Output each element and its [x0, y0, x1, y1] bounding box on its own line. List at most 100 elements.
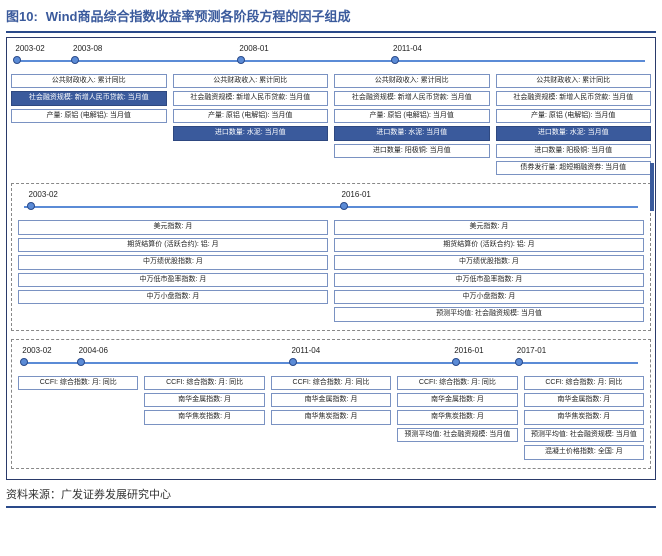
figure-title-row: 图10: Wind商品综合指数收益率预测各阶段方程的因子组成	[6, 6, 656, 25]
timeline-node	[289, 358, 297, 366]
factor-column: CCFI: 综合指数: 月: 同比南华金属指数: 月南华焦炭指数: 月预测平均值…	[397, 376, 517, 460]
factor-cell: 预测平均值: 社会融资规模: 当月值	[397, 428, 517, 442]
timeline-node	[452, 358, 460, 366]
factor-cell: 预测平均值: 社会融资规模: 当月值	[334, 307, 644, 321]
timeline-track	[24, 362, 638, 364]
factor-cell: 社会融资规模: 新增人民币贷款: 当月值	[334, 91, 490, 105]
title-underline	[6, 31, 656, 33]
factor-cell: 期货结算价 (活跃合约): 铝: 月	[18, 238, 328, 252]
factor-cell: 南华金属指数: 月	[144, 393, 264, 407]
factor-column: CCFI: 综合指数: 月: 同比	[18, 376, 138, 460]
timeline-node	[237, 56, 245, 64]
figure-title: Wind商品综合指数收益率预测各阶段方程的因子组成	[46, 6, 351, 25]
factor-cell: 公共财政收入: 累计同比	[11, 74, 167, 88]
factor-cell: 债券发行量: 超短期融资券: 当月值	[496, 161, 652, 175]
timeline-date: 2004-06	[79, 346, 108, 355]
source-text: 资料来源：广发证券发展研究中心	[6, 489, 171, 501]
timeline-date: 2016-01	[454, 346, 483, 355]
timeline-date: 2003-02	[29, 190, 58, 199]
factor-cell: 进口数量: 水泥: 当月值	[334, 126, 490, 140]
factor-cell: CCFI: 综合指数: 月: 同比	[18, 376, 138, 390]
factor-cell: 中万绩优股指数: 月	[18, 255, 328, 269]
section1-columns: 公共财政收入: 累计同比社会融资规模: 新增人民币贷款: 当月值产量: 原铝 (…	[11, 74, 651, 175]
timeline-date: 2003-02	[22, 346, 51, 355]
timeline-node	[340, 202, 348, 210]
factor-cell: 社会融资规模: 新增人民币贷款: 当月值	[11, 91, 167, 105]
factor-cell: 中万小盘指数: 月	[18, 290, 328, 304]
factor-column: 公共财政收入: 累计同比社会融资规模: 新增人民币贷款: 当月值产量: 原铝 (…	[173, 74, 329, 175]
factor-cell: 南华焦炭指数: 月	[397, 410, 517, 424]
figure-label: 图10:	[6, 6, 38, 25]
factor-cell: 中万低市盈率指数: 月	[18, 273, 328, 287]
factor-cell: 美元指数: 月	[18, 220, 328, 234]
diagram-outer-border: 2003-022003-082008-012011-04 公共财政收入: 累计同…	[6, 37, 656, 480]
section-3: 2003-022004-062011-042016-012017-01 CCFI…	[11, 339, 651, 469]
timeline-track	[17, 60, 645, 62]
connector-s1-s2	[650, 163, 654, 211]
factor-cell: 进口数量: 阳极铜: 当月值	[496, 144, 652, 158]
factor-cell: 期货结算价 (活跃合约): 铝: 月	[334, 238, 644, 252]
factor-column: CCFI: 综合指数: 月: 同比南华金属指数: 月南华焦炭指数: 月预测平均值…	[524, 376, 644, 460]
factor-column: 美元指数: 月期货结算价 (活跃合约): 铝: 月中万绩优股指数: 月中万低市盈…	[334, 220, 644, 321]
factor-cell: CCFI: 综合指数: 月: 同比	[397, 376, 517, 390]
factor-cell: 南华焦炭指数: 月	[144, 410, 264, 424]
factor-cell: 产量: 原铝 (电解铝): 当月值	[11, 109, 167, 123]
timeline-3: 2003-022004-062011-042016-012017-01	[18, 356, 644, 370]
factor-cell: 产量: 原铝 (电解铝): 当月值	[334, 109, 490, 123]
section-1: 2003-022003-082008-012011-04 公共财政收入: 累计同…	[11, 42, 651, 175]
factor-cell: CCFI: 综合指数: 月: 同比	[524, 376, 644, 390]
timeline-node	[27, 202, 35, 210]
factor-cell: 南华金属指数: 月	[271, 393, 391, 407]
section-2: 2003-022016-01 美元指数: 月期货结算价 (活跃合约): 铝: 月…	[11, 183, 651, 330]
timeline-2: 2003-022016-01	[18, 200, 644, 214]
timeline-node	[515, 358, 523, 366]
factor-column: 美元指数: 月期货结算价 (活跃合约): 铝: 月中万绩优股指数: 月中万低市盈…	[18, 220, 328, 321]
factor-cell: 混凝土价格指数: 全国: 月	[524, 445, 644, 459]
timeline-date: 2016-01	[342, 190, 371, 199]
factor-cell: 南华焦炭指数: 月	[524, 410, 644, 424]
timeline-node	[77, 358, 85, 366]
timeline-date: 2003-02	[15, 44, 44, 53]
factor-cell: 公共财政收入: 累计同比	[334, 74, 490, 88]
factor-column: CCFI: 综合指数: 月: 同比南华金属指数: 月南华焦炭指数: 月	[271, 376, 391, 460]
factor-column: 公共财政收入: 累计同比社会融资规模: 新增人民币贷款: 当月值产量: 原铝 (…	[496, 74, 652, 175]
factor-cell: 南华金属指数: 月	[397, 393, 517, 407]
timeline-date: 2008-01	[239, 44, 268, 53]
timeline-date: 2017-01	[517, 346, 546, 355]
factor-cell: 中万低市盈率指数: 月	[334, 273, 644, 287]
factor-column: 公共财政收入: 累计同比社会融资规模: 新增人民币贷款: 当月值产量: 原铝 (…	[334, 74, 490, 175]
factor-cell: CCFI: 综合指数: 月: 同比	[144, 376, 264, 390]
factor-cell: 进口数量: 水泥: 当月值	[173, 126, 329, 140]
section3-columns: CCFI: 综合指数: 月: 同比CCFI: 综合指数: 月: 同比南华金属指数…	[18, 376, 644, 460]
timeline-node	[391, 56, 399, 64]
factor-cell: 美元指数: 月	[334, 220, 644, 234]
factor-cell: CCFI: 综合指数: 月: 同比	[271, 376, 391, 390]
section2-columns: 美元指数: 月期货结算价 (活跃合约): 铝: 月中万绩优股指数: 月中万低市盈…	[18, 220, 644, 321]
section3-dashbox: 2003-022004-062011-042016-012017-01 CCFI…	[11, 339, 651, 469]
factor-cell: 中万小盘指数: 月	[334, 290, 644, 304]
factor-column: CCFI: 综合指数: 月: 同比南华金属指数: 月南华焦炭指数: 月	[144, 376, 264, 460]
timeline-date: 2003-08	[73, 44, 102, 53]
factor-cell: 南华焦炭指数: 月	[271, 410, 391, 424]
factor-cell: 进口数量: 水泥: 当月值	[496, 126, 652, 140]
timeline-node	[20, 358, 28, 366]
factor-cell: 产量: 原铝 (电解铝): 当月值	[173, 109, 329, 123]
timeline-date: 2011-04	[393, 44, 422, 53]
factor-cell: 社会融资规模: 新增人民币贷款: 当月值	[496, 91, 652, 105]
factor-cell: 南华金属指数: 月	[524, 393, 644, 407]
source-row: 资料来源：广发证券发展研究中心	[6, 486, 656, 502]
factor-cell: 中万绩优股指数: 月	[334, 255, 644, 269]
timeline-node	[71, 56, 79, 64]
factor-cell: 进口数量: 阳极铜: 当月值	[334, 144, 490, 158]
factor-cell: 公共财政收入: 累计同比	[496, 74, 652, 88]
timeline-date: 2011-04	[291, 346, 320, 355]
section2-dashbox: 2003-022016-01 美元指数: 月期货结算价 (活跃合约): 铝: 月…	[11, 183, 651, 330]
factor-column: 公共财政收入: 累计同比社会融资规模: 新增人民币贷款: 当月值产量: 原铝 (…	[11, 74, 167, 175]
factor-cell: 社会融资规模: 新增人民币贷款: 当月值	[173, 91, 329, 105]
timeline-track	[24, 206, 638, 208]
factor-cell: 预测平均值: 社会融资规模: 当月值	[524, 428, 644, 442]
timeline-1: 2003-022003-082008-012011-04	[11, 54, 651, 68]
source-underline	[6, 506, 656, 508]
factor-cell: 产量: 原铝 (电解铝): 当月值	[496, 109, 652, 123]
factor-cell: 公共财政收入: 累计同比	[173, 74, 329, 88]
